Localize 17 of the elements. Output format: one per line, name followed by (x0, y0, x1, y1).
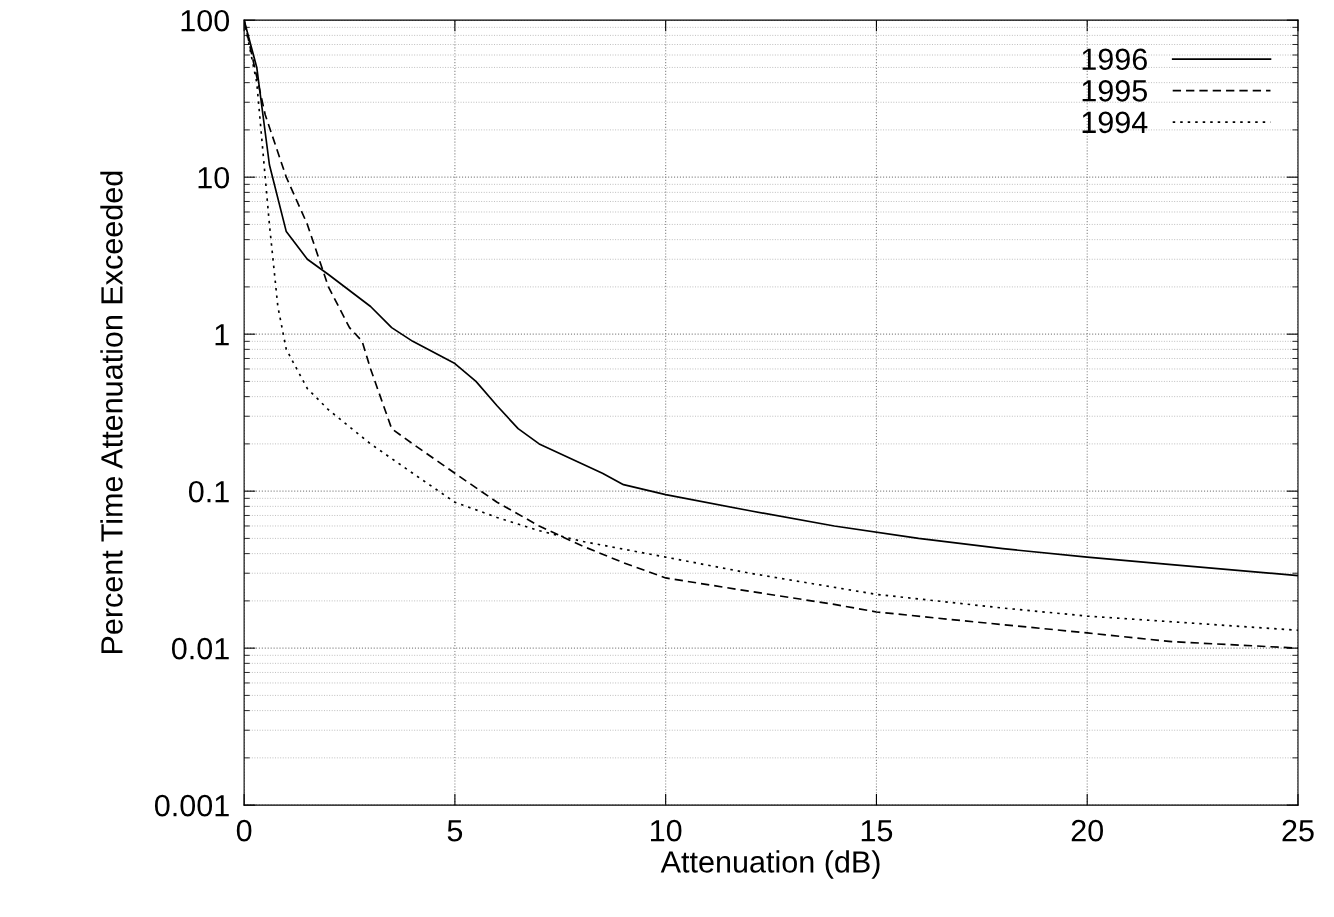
legend-label: 1994 (1082, 111, 1148, 134)
x-tick-label: 0 (236, 819, 252, 842)
y-tick-label: 0.1 (188, 480, 229, 503)
y-tick-label: 0.01 (171, 637, 229, 660)
legend-label: 1996 (1082, 48, 1147, 71)
x-tick-label: 15 (861, 820, 893, 842)
y-tick-label: 10 (198, 166, 230, 189)
x-tick-label: 20 (1071, 819, 1104, 842)
x-tick-label: 5 (447, 820, 463, 842)
y-axis-title: Percent Time Attenuation Exceeded (100, 171, 123, 654)
y-tick-label: 0.001 (154, 794, 229, 817)
x-tick-label: 25 (1282, 819, 1314, 842)
x-tick-label: 10 (651, 819, 682, 842)
x-axis-title: Attenuation (dB) (660, 850, 880, 879)
legend-label: 1995 (1082, 80, 1147, 102)
y-tick-label: 100 (181, 9, 230, 32)
y-tick-label: 1 (215, 324, 229, 346)
